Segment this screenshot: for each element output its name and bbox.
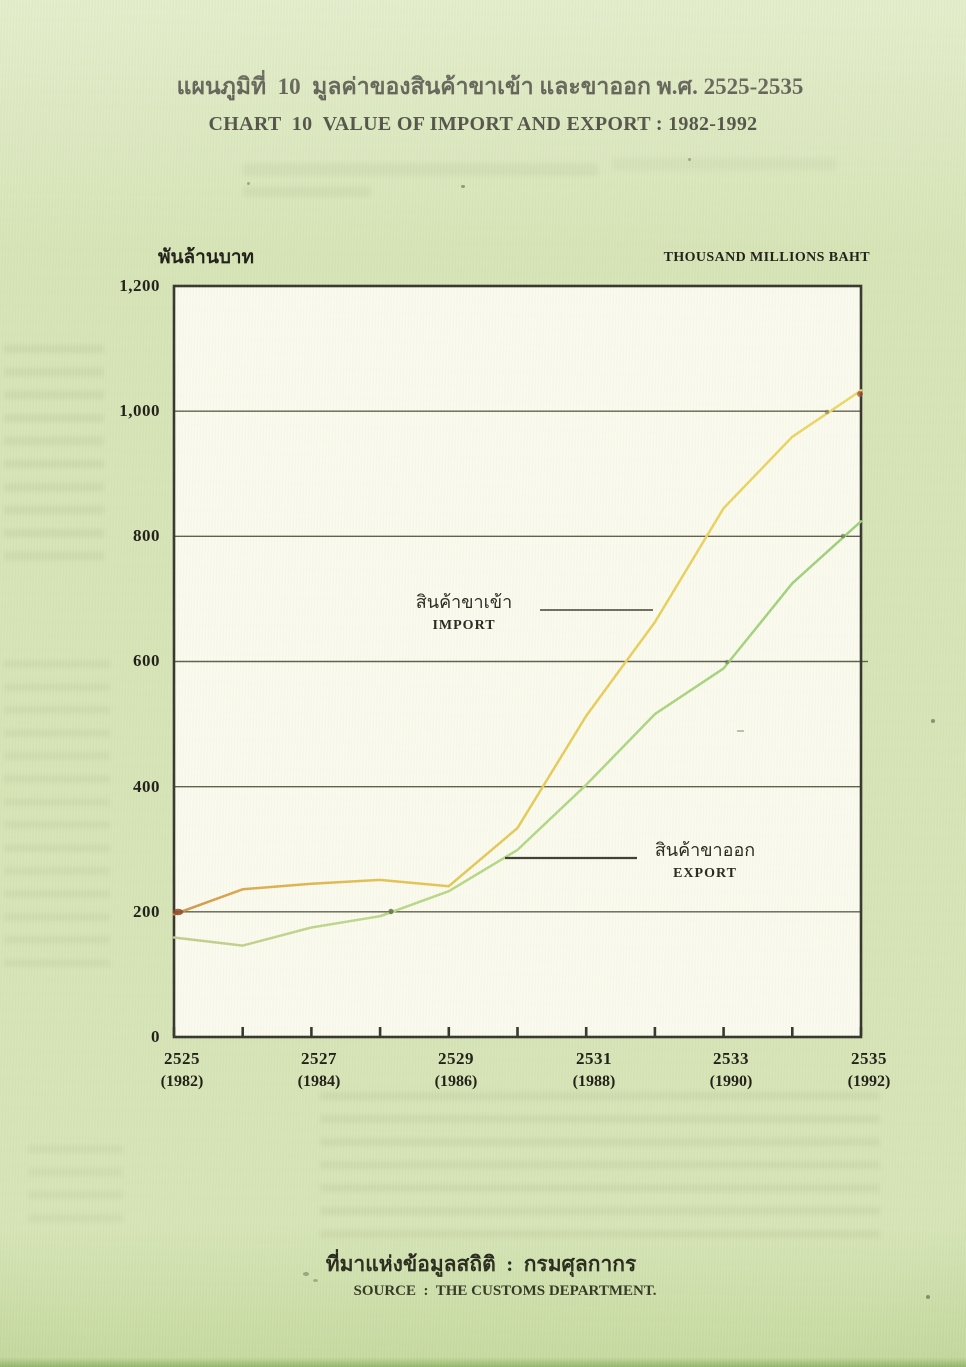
y-tick-label: 1,000 <box>119 401 160 420</box>
x-tick-year-ce: (1990) <box>709 1073 753 1090</box>
horizontal-gridlines <box>175 410 860 913</box>
x-tick-label: 2527 (1984) <box>254 1048 384 1093</box>
export-label-english: EXPORT <box>673 866 737 881</box>
x-tick-year-be: 2525 <box>164 1049 200 1068</box>
x-tick-year-ce: (1982) <box>160 1073 204 1090</box>
import-label-english: IMPORT <box>432 618 496 633</box>
y-tick-label: 0 <box>151 1027 160 1046</box>
x-tick-label: 2531 (1988) <box>529 1048 659 1093</box>
x-tick-label: 2533 (1990) <box>666 1048 796 1093</box>
y-tick-label: 1,200 <box>119 276 160 295</box>
export-line <box>172 520 863 947</box>
y-axis-unit-label-thai: พันล้านบาท <box>158 247 255 268</box>
y-axis-unit-label-english: THOUSAND MILLIONS BAHT <box>663 250 870 265</box>
export-series-label: สินค้าขาออก EXPORT <box>625 838 785 885</box>
import-label-thai: สินค้าขาเข้า <box>415 592 513 612</box>
x-tick-year-be: 2529 <box>438 1049 474 1068</box>
x-tick-year-ce: (1984) <box>297 1073 341 1090</box>
x-tick-year-ce: (1986) <box>434 1073 478 1090</box>
scan-ink-artifacts <box>172 391 863 916</box>
x-tick-year-be: 2531 <box>576 1049 612 1068</box>
x-tick-year-be: 2527 <box>301 1049 337 1068</box>
import-series-label: สินค้าขาเข้า IMPORT <box>384 590 544 637</box>
x-tick-label: 2529 (1986) <box>391 1048 521 1093</box>
x-tick-year-ce: (1992) <box>847 1073 891 1090</box>
source-english: SOURCE : THE CUSTOMS DEPARTMENT. <box>353 1283 657 1299</box>
x-tick-label: 2525 (1982) <box>117 1048 247 1093</box>
export-label-thai: สินค้าขาออก <box>654 840 756 860</box>
x-tick-label: 2535 (1992) <box>804 1048 934 1093</box>
x-tick-year-ce: (1988) <box>572 1073 616 1090</box>
x-tick-year-be: 2535 <box>851 1049 887 1068</box>
plot-frame <box>172 284 863 1039</box>
import-line <box>172 389 863 916</box>
y-tick-label: 200 <box>133 902 160 921</box>
x-tick-year-be: 2533 <box>713 1049 749 1068</box>
y-tick-label: 800 <box>133 526 160 545</box>
source-thai: ที่มาแห่งข้อมูลสถิติ : กรมศุลกากร <box>325 1252 637 1276</box>
y-tick-label: 600 <box>133 651 160 670</box>
y-tick-label: 400 <box>133 777 160 796</box>
